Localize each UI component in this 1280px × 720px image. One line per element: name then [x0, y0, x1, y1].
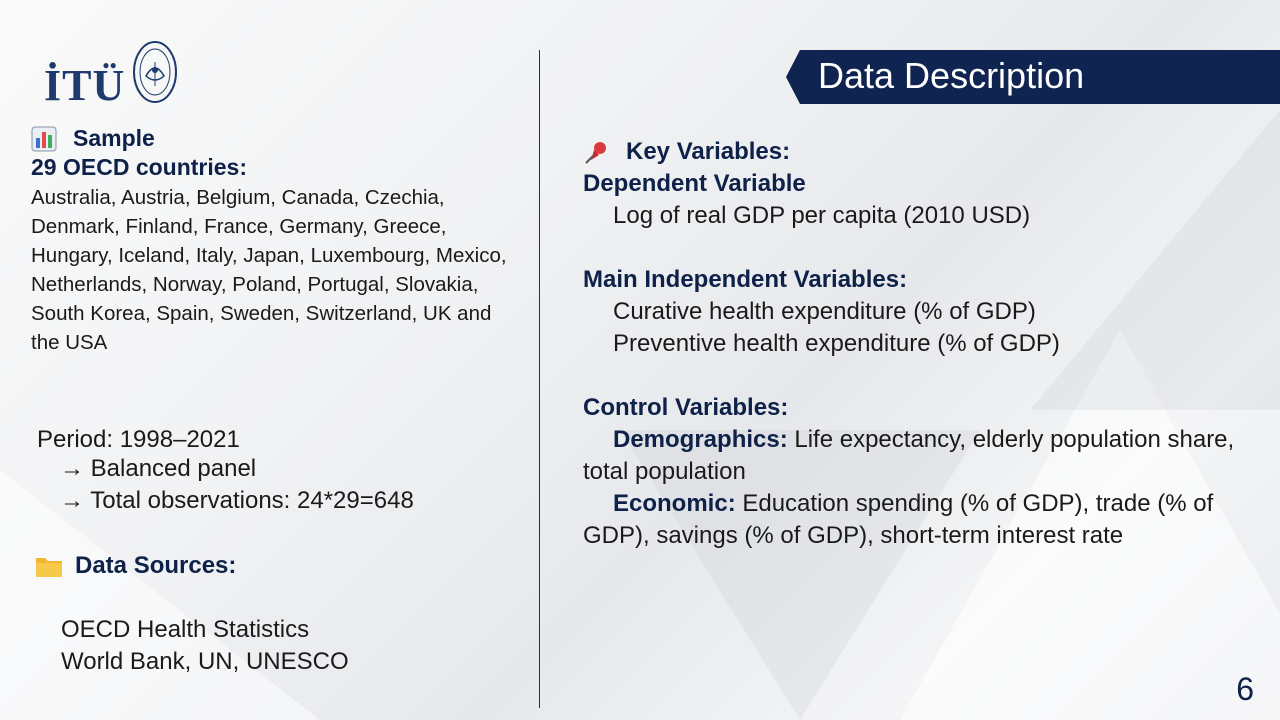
- university-seal-icon: [133, 41, 177, 103]
- independent-variables-heading: Main Independent Variables:: [583, 266, 908, 293]
- period-text: Period: 1998–2021: [37, 426, 240, 453]
- sample-label: Sample: [73, 125, 155, 151]
- demographics-text: Life expectancy, elderly population shar…: [583, 426, 1235, 485]
- countries-list: Australia, Austria, Belgium, Canada, Cze…: [31, 186, 507, 354]
- source-item: OECD Health Statistics: [61, 616, 310, 643]
- logo-text: İTÜ: [44, 61, 126, 110]
- data-sources-label: Data Sources:: [75, 552, 237, 579]
- column-divider: [539, 50, 540, 708]
- demographics-item: Demographics: Life expectancy, elderly p…: [583, 424, 1243, 488]
- bar-chart-icon: [31, 126, 57, 151]
- page-number: 6: [1236, 671, 1254, 707]
- title-banner: Data Description: [786, 50, 1280, 104]
- economic-label: Economic:: [613, 490, 736, 517]
- folder-icon: [36, 558, 62, 577]
- independent-variable-item: Preventive health expenditure (% of GDP): [613, 330, 1060, 357]
- slide-title: Data Description: [818, 55, 1085, 96]
- variables-section: Key Variables: Dependent Variable Log of…: [583, 136, 1243, 552]
- control-variables-heading: Control Variables:: [583, 394, 789, 421]
- dependent-variable-heading: Dependent Variable: [583, 170, 806, 197]
- demographics-label: Demographics:: [613, 426, 788, 453]
- banner-shape: [786, 50, 1280, 104]
- itu-logo: İTÜ: [40, 38, 185, 118]
- observations-text: → Total observations: 24*29=648: [60, 487, 414, 514]
- economic-item: Economic: Education spending (% of GDP),…: [583, 488, 1243, 552]
- key-variables-heading: Key Variables:: [583, 136, 1243, 168]
- economic-text: Education spending (% of GDP), trade (% …: [583, 490, 1214, 549]
- sample-section: Sample 29 OECD countries: Australia, Aus…: [31, 125, 521, 357]
- sample-heading: Sample: [31, 125, 521, 152]
- balanced-panel-text: → Balanced panel: [60, 455, 257, 482]
- source-item: World Bank, UN, UNESCO: [61, 648, 349, 675]
- countries-heading: 29 OECD countries:: [31, 154, 247, 180]
- independent-variable-item: Curative health expenditure (% of GDP): [613, 298, 1036, 325]
- key-variables-label: Key Variables:: [626, 138, 791, 165]
- pushpin-icon: [585, 142, 606, 164]
- dependent-variable-item: Log of real GDP per capita (2010 USD): [613, 202, 1031, 229]
- data-sources-heading: Data Sources:: [35, 552, 236, 580]
